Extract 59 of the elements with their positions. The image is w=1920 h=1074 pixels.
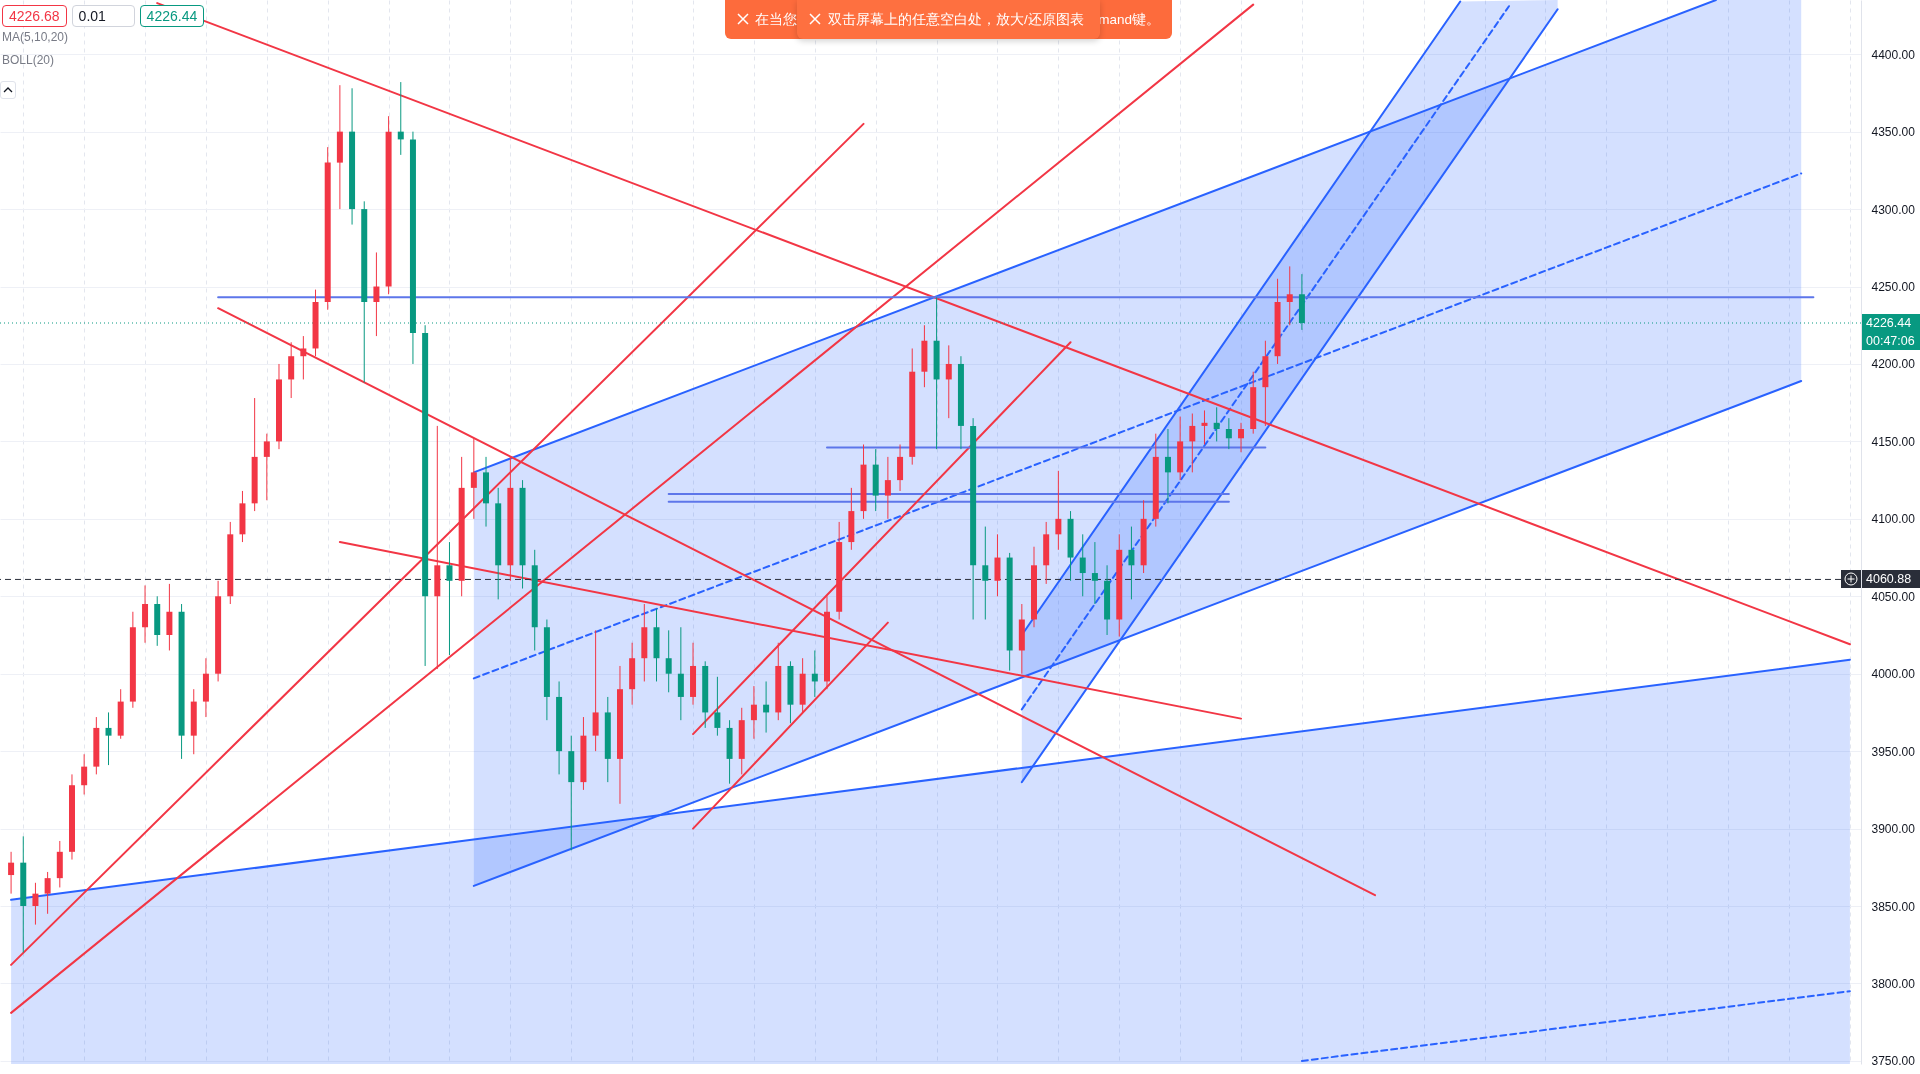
candlestick	[1201, 409, 1208, 445]
y-tick-label: 3750.00	[1871, 1054, 1916, 1069]
y-tick-label: 4300.00	[1871, 202, 1916, 217]
candlestick	[1286, 265, 1293, 326]
candlestick	[44, 871, 51, 915]
y-tick-label: 4000.00	[1871, 667, 1916, 682]
candlestick	[1128, 526, 1135, 600]
candlestick	[994, 533, 1001, 597]
annotation: BOLL(20)	[2, 53, 55, 67]
annotation: 4226.44	[139, 5, 205, 27]
candlestick	[677, 626, 684, 721]
ref-line-label: 4226.44	[1862, 314, 1920, 332]
candlestick	[665, 629, 672, 693]
candlestick	[397, 81, 404, 156]
candlestick	[592, 629, 599, 752]
candlestick	[714, 676, 721, 737]
candlestick	[8, 851, 15, 895]
candlestick	[1225, 417, 1232, 450]
candlestick	[982, 526, 989, 621]
candlestick	[470, 437, 477, 520]
candlestick	[1164, 428, 1171, 504]
candlestick	[166, 583, 173, 651]
candlestick	[373, 251, 380, 337]
annotation: 0.01	[71, 5, 135, 27]
candlestick	[897, 443, 904, 492]
y-tick-label: 4150.00	[1871, 434, 1916, 449]
annotation: MA(5,10,20)	[2, 30, 69, 44]
candlestick	[300, 335, 307, 380]
y-tick-label: 4350.00	[1871, 125, 1916, 140]
y-tick-label: 4050.00	[1871, 589, 1916, 604]
y-tick-label: 4250.00	[1871, 280, 1916, 295]
y-tick-label: 4400.00	[1871, 47, 1916, 62]
candlestick	[750, 685, 757, 740]
candlestick	[1079, 533, 1086, 597]
y-tick-label: 3900.00	[1871, 822, 1916, 837]
candlestick	[105, 711, 112, 766]
candlestick	[288, 341, 295, 399]
y-tick-label: 4200.00	[1871, 357, 1916, 372]
candlestick	[945, 344, 952, 419]
candlestick	[142, 584, 149, 644]
candlestick	[1189, 413, 1196, 473]
candlestick	[263, 433, 270, 501]
candlestick	[811, 649, 818, 698]
candlestick	[884, 456, 891, 520]
y-tick-label: 3800.00	[1871, 976, 1916, 991]
candlestick	[1238, 422, 1245, 453]
candlestick	[81, 753, 88, 796]
candlestick	[32, 882, 39, 926]
annotation: 4226.68	[2, 5, 67, 27]
candlestick	[1213, 406, 1220, 442]
y-tick-label: 3850.00	[1871, 899, 1916, 914]
candlestick	[763, 680, 770, 734]
candlestick	[446, 541, 453, 656]
candlestick	[1055, 470, 1062, 551]
text: 00:47:06	[1862, 332, 1920, 350]
ref-line-label: 4060.88	[1862, 570, 1920, 589]
candlestick	[1091, 541, 1098, 605]
y-tick-label: 4100.00	[1871, 512, 1916, 527]
y-tick-label: 3950.00	[1871, 744, 1916, 759]
